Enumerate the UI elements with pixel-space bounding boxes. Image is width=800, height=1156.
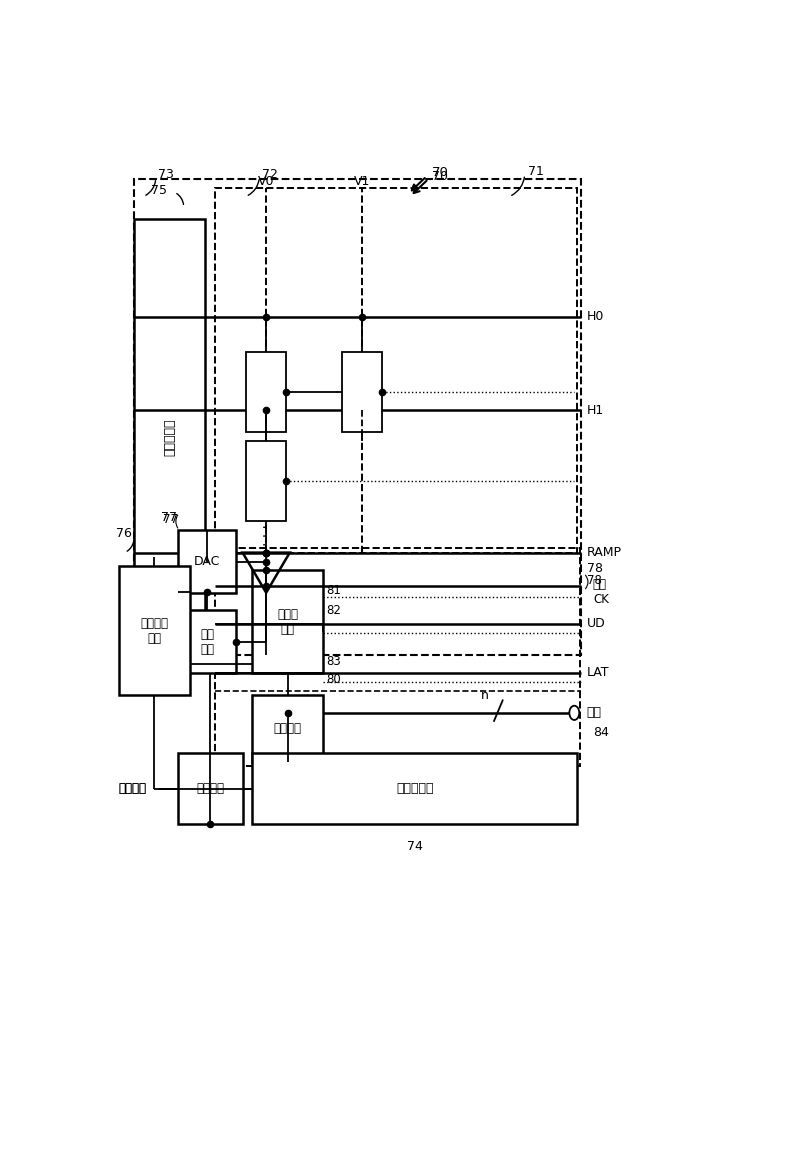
Text: 75: 75 xyxy=(151,184,167,197)
Text: 外部时钟: 外部时钟 xyxy=(118,781,146,795)
Text: 倍频电路: 倍频电路 xyxy=(196,781,224,795)
Bar xyxy=(342,353,382,432)
Text: 73: 73 xyxy=(158,168,174,180)
Bar xyxy=(178,531,237,593)
Text: 80: 80 xyxy=(326,674,341,687)
Text: V0: V0 xyxy=(258,175,274,188)
Text: 82: 82 xyxy=(326,603,341,617)
Text: 72: 72 xyxy=(262,168,278,180)
Bar xyxy=(252,753,578,824)
Bar xyxy=(118,566,190,695)
Text: V1: V1 xyxy=(354,175,370,188)
Text: 外部时钟: 外部时钟 xyxy=(118,781,146,795)
Text: 70: 70 xyxy=(432,166,449,179)
Text: n: n xyxy=(481,689,488,702)
Bar xyxy=(214,548,581,766)
Text: 锁存电路: 锁存电路 xyxy=(274,722,302,735)
Text: H0: H0 xyxy=(586,310,604,324)
Text: UD: UD xyxy=(586,617,606,630)
Text: 71: 71 xyxy=(528,165,544,178)
Text: 77: 77 xyxy=(162,511,178,524)
Text: 10: 10 xyxy=(154,635,168,649)
Text: 81: 81 xyxy=(326,585,341,598)
Text: H1: H1 xyxy=(586,403,604,416)
Bar xyxy=(134,179,581,655)
Text: 84: 84 xyxy=(593,726,609,739)
Text: 76: 76 xyxy=(116,527,131,541)
Text: 行扫描电路: 行扫描电路 xyxy=(163,418,177,455)
Text: 输出: 输出 xyxy=(586,706,602,719)
Text: 83: 83 xyxy=(326,654,341,668)
Circle shape xyxy=(570,705,579,720)
Text: LAT: LAT xyxy=(586,666,610,680)
Text: 二倍
CK: 二倍 CK xyxy=(593,578,609,606)
Bar xyxy=(246,353,286,432)
Text: 70: 70 xyxy=(432,170,448,183)
Text: RAMP: RAMP xyxy=(586,546,622,560)
Bar xyxy=(178,610,237,673)
Text: 列扫描电路: 列扫描电路 xyxy=(396,781,434,795)
Bar xyxy=(246,442,286,521)
Text: 77: 77 xyxy=(162,513,178,526)
Text: 计数器
单元: 计数器 单元 xyxy=(277,608,298,636)
Bar xyxy=(252,695,323,762)
Bar xyxy=(252,570,323,673)
Text: 78: 78 xyxy=(586,573,602,587)
Text: 倍频
电路: 倍频 电路 xyxy=(200,628,214,655)
Text: 定时控制
电路: 定时控制 电路 xyxy=(140,616,168,645)
Text: 74: 74 xyxy=(406,840,422,853)
Text: 78: 78 xyxy=(586,562,602,576)
Text: · · ·: · · · xyxy=(259,524,273,546)
Bar xyxy=(134,218,206,655)
Text: DAC: DAC xyxy=(194,555,220,568)
Bar xyxy=(214,187,578,553)
Bar xyxy=(178,753,242,824)
